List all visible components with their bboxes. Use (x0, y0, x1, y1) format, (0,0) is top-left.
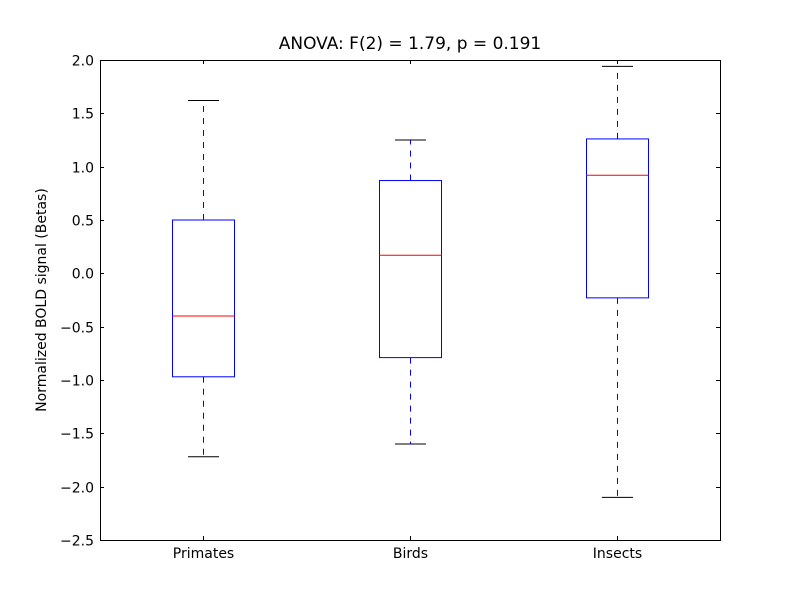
x-tick-label: Birds (393, 546, 428, 562)
y-tick-label: −1.0 (60, 374, 94, 390)
y-tick-label: 1.5 (72, 107, 94, 123)
y-tick-label: −2.5 (60, 534, 94, 550)
box-insects (586, 65, 649, 498)
y-tick-label: −0.5 (60, 321, 94, 337)
y-tick-label: 1.0 (72, 161, 94, 177)
y-tick-label: −1.5 (60, 427, 94, 443)
iqr-box (586, 138, 649, 299)
x-tick-label: Primates (173, 546, 234, 562)
plot-frame (100, 60, 721, 541)
box-birds (379, 139, 442, 445)
iqr-box (172, 219, 235, 378)
x-tick-label: Insects (593, 546, 642, 562)
box-primates (172, 100, 235, 458)
y-axis-label: Normalized BOLD signal (Betas) (34, 188, 50, 412)
y-tick-label: 2.0 (72, 54, 94, 70)
y-tick-label: 0.5 (72, 214, 94, 230)
y-tick-label: 0.0 (72, 267, 94, 283)
chart-title: ANOVA: F(2) = 1.79, p = 0.191 (279, 34, 542, 54)
iqr-box (379, 180, 442, 359)
y-tick-label: −2.0 (60, 481, 94, 497)
